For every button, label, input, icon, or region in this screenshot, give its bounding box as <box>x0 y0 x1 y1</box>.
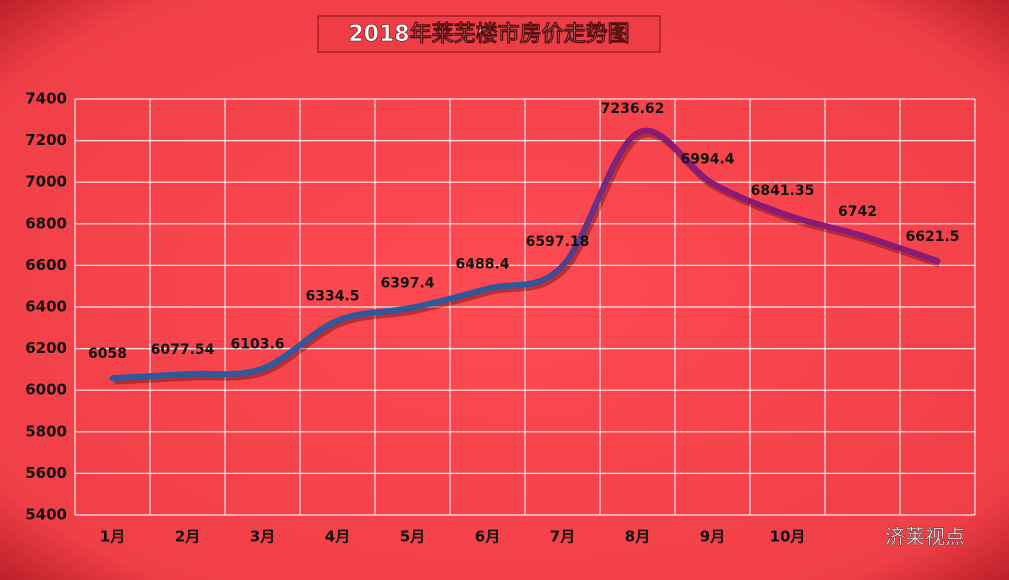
x-tick-label: 4月 <box>325 528 350 546</box>
x-tick-label: 1月 <box>100 528 125 546</box>
data-label: 6841.35 <box>751 183 815 199</box>
x-tick-label: 6月 <box>475 528 500 546</box>
y-tick-label: 7200 <box>25 131 67 149</box>
annotation: 济莱视点 <box>885 525 965 549</box>
x-tick-label: 3月 <box>250 528 275 546</box>
x-tick-label: 10月 <box>770 528 806 546</box>
data-label: 6597.18 <box>526 234 590 250</box>
data-label: 6103.6 <box>230 337 284 353</box>
x-tick-label: 2月 <box>175 528 200 546</box>
x-tick-label: 7月 <box>550 528 575 546</box>
title-box <box>317 15 661 53</box>
y-tick-label: 7000 <box>25 173 67 191</box>
y-tick-label: 5800 <box>25 422 67 440</box>
y-tick-label: 5400 <box>25 506 67 524</box>
x-tick-label: 8月 <box>625 528 650 546</box>
y-tick-label: 6600 <box>25 256 67 274</box>
data-label: 6077.54 <box>151 342 215 358</box>
y-tick-label: 6200 <box>25 339 67 357</box>
x-tick-label: 9月 <box>700 528 725 546</box>
line <box>109 127 941 382</box>
y-tick-label: 6400 <box>25 298 67 316</box>
y-tick-label: 6000 <box>25 381 67 399</box>
y-tick-label: 5600 <box>25 464 67 482</box>
data-label: 7236.62 <box>601 101 665 117</box>
data-label: 6621.5 <box>905 229 959 245</box>
chart-title: 2018年莱芜楼市房价走势图 <box>348 21 629 47</box>
data-label: 6994.4 <box>680 151 734 167</box>
data-label: 6488.4 <box>455 257 509 273</box>
y-tick-label: 6800 <box>25 214 67 232</box>
x-tick-label: 5月 <box>400 528 425 546</box>
data-label: 6397.4 <box>380 276 434 292</box>
data-label: 6058 <box>88 346 127 362</box>
data-label: 6742 <box>838 204 877 220</box>
y-tick-label: 7400 <box>25 90 67 108</box>
data-label: 6334.5 <box>305 289 359 305</box>
